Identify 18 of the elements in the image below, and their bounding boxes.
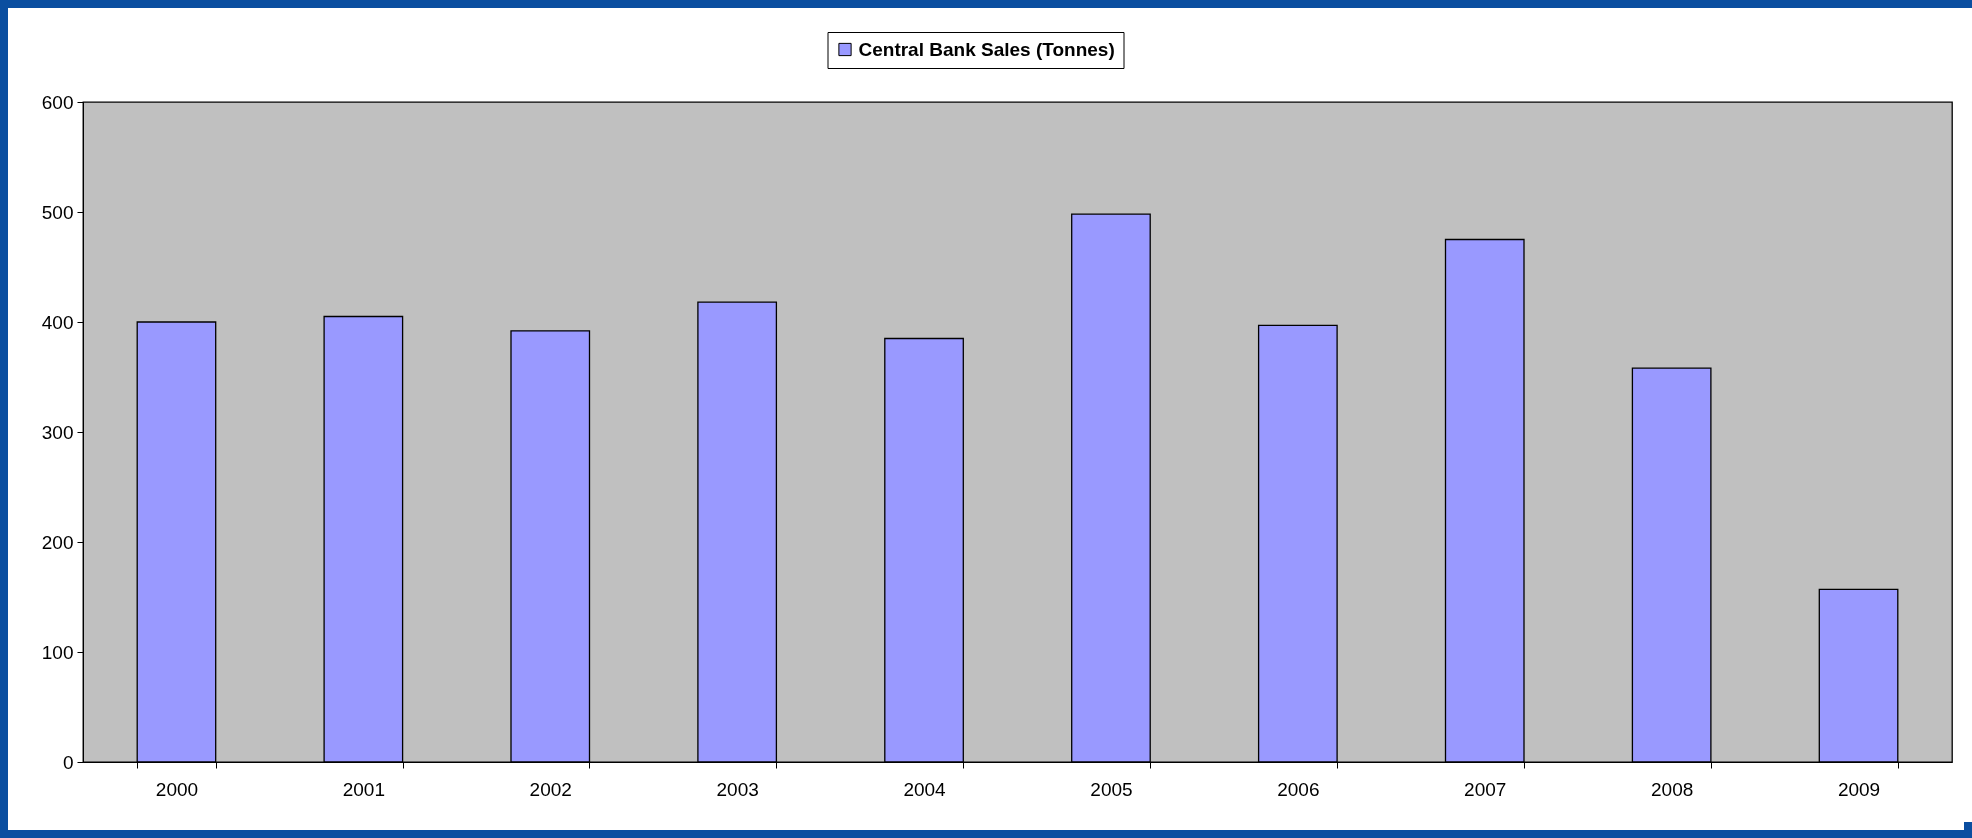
x-tick-label: 2001: [342, 778, 385, 800]
y-tick-label: 100: [41, 641, 74, 663]
y-tick-label: 600: [41, 91, 74, 113]
x-tick-label: 2004: [903, 778, 947, 800]
legend-label: Central Bank Sales (Tonnes): [858, 38, 1115, 60]
x-tick-label: 2005: [1090, 778, 1133, 800]
x-tick-label: 2002: [529, 778, 572, 800]
y-tick-label: 400: [41, 311, 74, 333]
x-tick-label: 2007: [1464, 778, 1507, 800]
y-tick-label: 500: [41, 201, 74, 223]
x-tick-label: 2003: [716, 778, 759, 800]
x-tick-label: 2009: [1837, 778, 1881, 800]
x-tick-label: 2006: [1277, 778, 1320, 800]
x-tick-label: 2008: [1651, 778, 1694, 800]
y-tick-label: 0: [62, 751, 74, 773]
y-tick-label: 300: [41, 421, 74, 443]
x-tick-label: 2000: [155, 778, 199, 800]
y-tick-label: 200: [41, 531, 74, 553]
